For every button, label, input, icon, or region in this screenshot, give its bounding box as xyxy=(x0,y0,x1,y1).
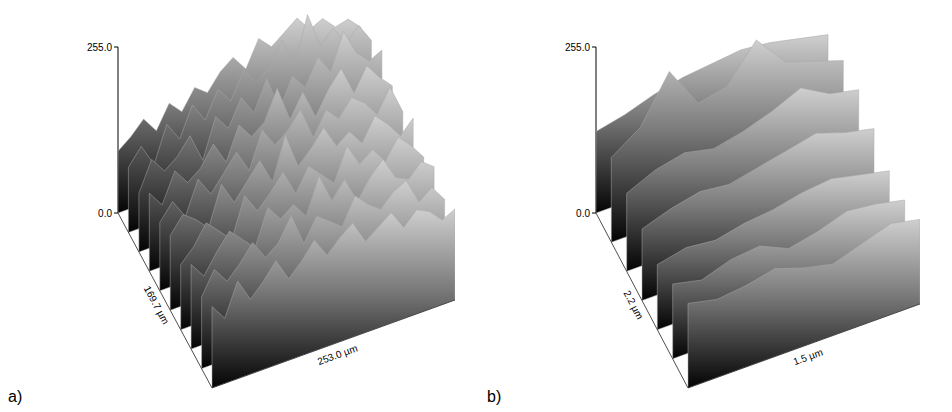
axis-title: 2.2 µm xyxy=(622,289,646,321)
surface-row xyxy=(212,209,455,388)
tick-label: 0.0 xyxy=(576,208,590,219)
tick-mark xyxy=(114,213,118,214)
figure: 0.0 255.0 169.7 µm 253.0 µm a) 0.0 255.0 2.2 µm… xyxy=(0,0,952,412)
surface xyxy=(118,15,455,388)
axis-title: 253.0 µm xyxy=(316,343,359,368)
tick-label: 255.0 xyxy=(565,42,590,53)
surface xyxy=(596,35,920,388)
surface-row xyxy=(688,219,920,388)
panel-label: b) xyxy=(487,388,501,405)
axis-title: 169.7 µm xyxy=(142,284,171,326)
axis-title: 1.5 µm xyxy=(792,346,825,367)
tick-mark xyxy=(114,47,118,48)
panel-label: a) xyxy=(8,388,22,405)
tick-label: 255.0 xyxy=(87,42,112,53)
base-edge xyxy=(118,213,455,388)
surface-panel: 0.0 255.0 169.7 µm 253.0 µm a) xyxy=(8,15,455,405)
tick-mark xyxy=(592,47,596,48)
base-edge xyxy=(596,213,920,388)
surface-panel: 0.0 255.0 2.2 µm 1.5 µm b) xyxy=(487,35,920,405)
tick-mark xyxy=(592,213,596,214)
tick-label: 0.0 xyxy=(98,208,112,219)
